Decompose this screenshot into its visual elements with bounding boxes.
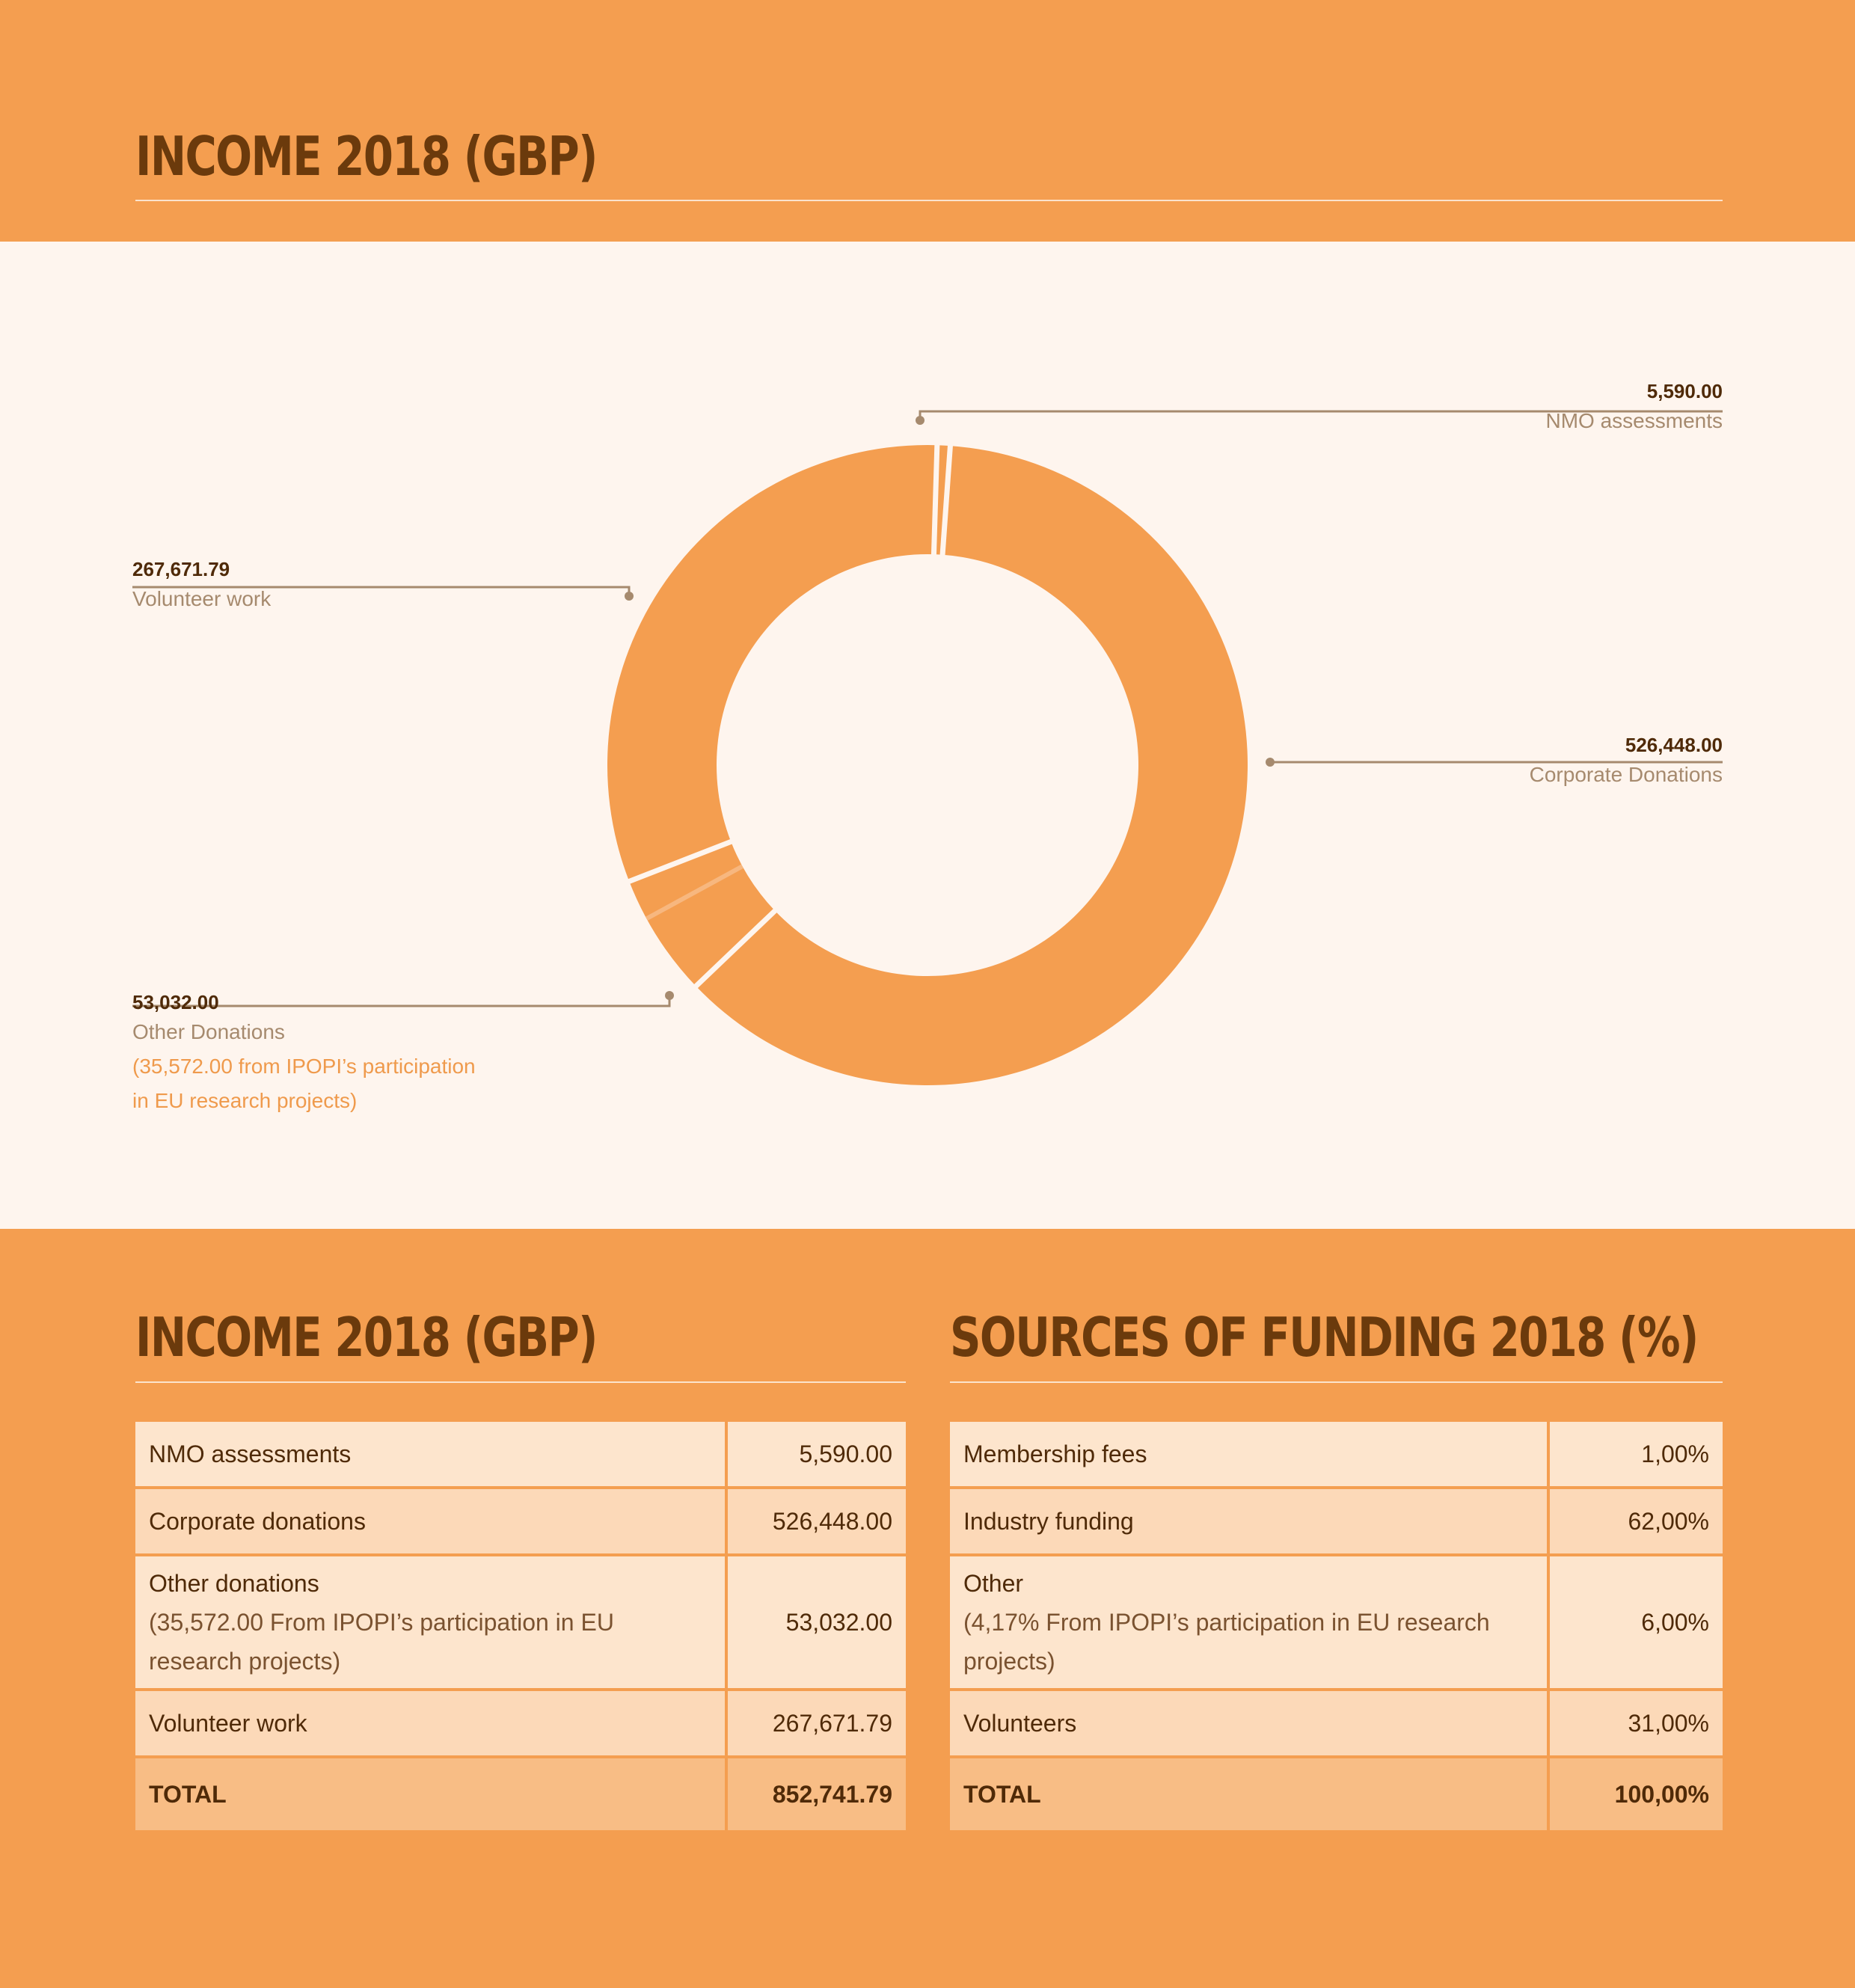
leader-nmo-dot (916, 416, 925, 425)
table-total-row: TOTAL 100,00% (947, 1755, 1726, 1833)
funding-row-value: 62,00% (1547, 1486, 1726, 1556)
income-row-value: 526,448.00 (725, 1486, 909, 1556)
funding-row-value: 1,00% (1547, 1419, 1726, 1489)
funding-table-title: SOURCES OF FUNDING 2018 (%) (950, 1306, 1699, 1369)
funding-row-note: (4,17% From IPOPI’s participation in EU … (963, 1609, 1490, 1675)
donut-slice (607, 445, 937, 882)
chart-panel: 5,590.00 NMO assessments 526,448.00 Corp… (0, 242, 1855, 1229)
donut-slice (629, 841, 776, 987)
income-row-label: Other donations (149, 1570, 319, 1597)
table-row: Membership fees 1,00% (947, 1419, 1726, 1489)
callout-corporate: 526,448.00 Corporate Donations (1530, 732, 1723, 792)
callout-nmo-value: 5,590.00 (1646, 380, 1723, 402)
title-rule (135, 200, 1723, 201)
income-row-value: 5,590.00 (725, 1419, 909, 1489)
callout-corporate-value: 526,448.00 (1625, 734, 1723, 756)
income-row-cell: Other donations (35,572.00 From IPOPI’s … (132, 1553, 728, 1691)
leader-volunteer-dot (625, 592, 634, 601)
income-row-value: 267,671.79 (725, 1688, 909, 1758)
table-total-row: TOTAL 852,741.79 (132, 1755, 909, 1833)
donut-slice-gap (627, 838, 734, 885)
income-total-value: 852,741.79 (725, 1755, 909, 1833)
callout-other-label: Other Donations (132, 1020, 285, 1043)
callout-other-value: 53,032.00 (132, 991, 219, 1013)
funding-row-value: 6,00% (1547, 1553, 1726, 1691)
callout-other: 53,032.00 Other Donations (35,572.00 fro… (132, 990, 476, 1118)
funding-title-rule (950, 1381, 1723, 1383)
callout-nmo-label: NMO assessments (1545, 409, 1723, 432)
table-row: Corporate donations 526,448.00 (132, 1486, 909, 1556)
donut-slice-gap (930, 444, 940, 556)
income-table: NMO assessments 5,590.00 Corporate donat… (132, 1419, 909, 1833)
income-row-label: Volunteer work (132, 1688, 728, 1758)
donut-slice-gap (693, 907, 778, 990)
funding-row-cell: Other (4,17% From IPOPI’s participation … (947, 1553, 1550, 1691)
donut-slice-gap (939, 444, 954, 556)
callout-volunteer-label: Volunteer work (132, 587, 272, 610)
income-row-value: 53,032.00 (725, 1553, 909, 1691)
donut-chart (132, 410, 1723, 1085)
callout-nmo: 5,590.00 NMO assessments (1546, 378, 1723, 438)
table-row: Other donations (35,572.00 From IPOPI’s … (132, 1553, 909, 1691)
funding-table: Membership fees 1,00% Industry funding 6… (947, 1419, 1726, 1833)
funding-row-label: Volunteers (947, 1688, 1550, 1758)
leader-other-dot (665, 991, 674, 1000)
income-title-rule (135, 1381, 906, 1383)
callout-other-note-line1: (35,572.00 from IPOPI’s participation (132, 1055, 476, 1078)
page-title: INCOME 2018 (GBP) (135, 125, 598, 188)
income-row-note: (35,572.00 From IPOPI’s participation in… (149, 1609, 614, 1675)
funding-row-label: Other (963, 1570, 1024, 1597)
donut-slice (696, 446, 1248, 1085)
funding-total-value: 100,00% (1547, 1755, 1726, 1833)
callout-other-note-line2: in EU research projects) (132, 1089, 358, 1112)
callout-corporate-label: Corporate Donations (1529, 763, 1723, 786)
callout-volunteer: 267,671.79 Volunteer work (132, 556, 271, 616)
funding-row-value: 31,00% (1547, 1688, 1726, 1758)
header-band: INCOME 2018 (GBP) (0, 0, 1855, 242)
donut-subslice-divider (645, 864, 743, 921)
table-row: Other (4,17% From IPOPI’s participation … (947, 1553, 1726, 1691)
income-row-label: NMO assessments (132, 1419, 728, 1489)
callout-volunteer-value: 267,671.79 (132, 558, 230, 580)
leader-corporate-dot (1266, 758, 1275, 767)
income-total-label: TOTAL (132, 1755, 728, 1833)
funding-total-label: TOTAL (947, 1755, 1550, 1833)
funding-row-label: Industry funding (947, 1486, 1550, 1556)
table-row: Volunteers 31,00% (947, 1688, 1726, 1758)
table-row: Volunteer work 267,671.79 (132, 1688, 909, 1758)
table-row: Industry funding 62,00% (947, 1486, 1726, 1556)
table-row: NMO assessments 5,590.00 (132, 1419, 909, 1489)
funding-row-label: Membership fees (947, 1419, 1550, 1489)
income-table-title: INCOME 2018 (GBP) (135, 1306, 598, 1369)
income-row-label: Corporate donations (132, 1486, 728, 1556)
